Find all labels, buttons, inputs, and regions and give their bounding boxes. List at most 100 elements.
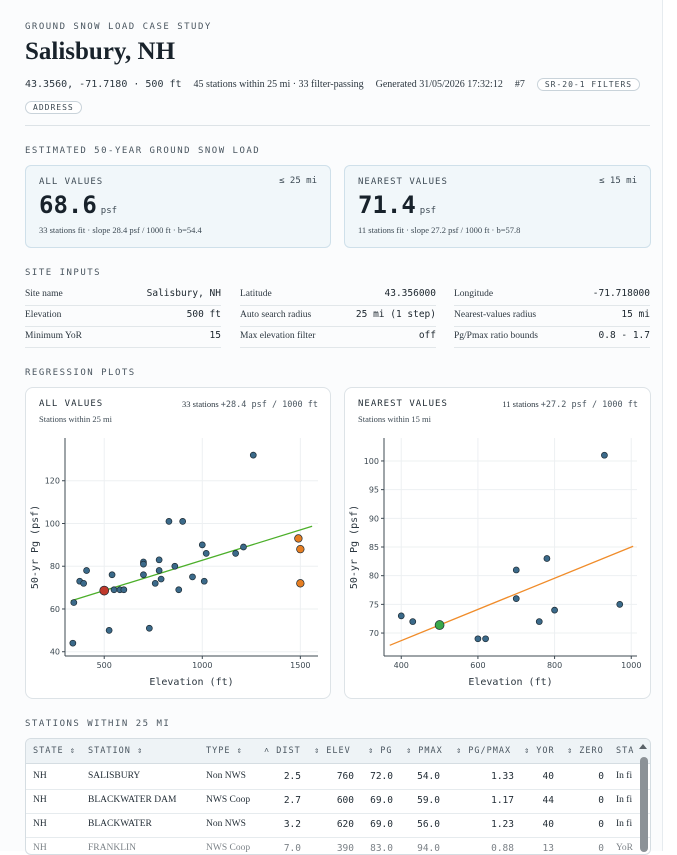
nearest-fit-line: [389, 545, 634, 646]
all-y-tick-label: 120: [45, 477, 60, 486]
cell-pmax: 56.0: [417, 819, 440, 830]
plot-nearest-title: NEAREST VALUES: [358, 399, 448, 409]
nearest-station-point: [397, 612, 405, 620]
column-header-dist[interactable]: ˄ DIST: [264, 746, 301, 756]
all-x-tick-label: 1000: [192, 661, 212, 670]
column-header-type[interactable]: TYPE ⇕: [206, 746, 243, 756]
cell-pg-pmax: 1.17: [491, 795, 514, 806]
plot-all-slope: +28.4 psf / 1000 ft: [220, 400, 318, 410]
all-station-point: [151, 579, 159, 587]
section-title-estimate: ESTIMATED 50-YEAR GROUND SNOW LOAD: [25, 146, 261, 156]
all-station-point: [157, 575, 165, 583]
nearest-station-point: [512, 566, 520, 574]
estimate-nearest-value: 71.4: [358, 191, 416, 219]
input-value: -71.718000: [592, 288, 650, 299]
column-header-pg-pmax[interactable]: ⇕ PG/PMAX: [456, 746, 512, 756]
cell-elev: 760: [336, 771, 354, 782]
column-header-pg[interactable]: ⇕ PG: [368, 746, 393, 756]
column-header-status[interactable]: STA: [616, 746, 635, 756]
filters-pill: SR-20-1 FILTERS: [536, 78, 641, 91]
cell-state: NH: [33, 843, 47, 853]
cell-elev: 600: [336, 795, 354, 806]
cell-state: NH: [33, 795, 47, 805]
input-latitude: Latitude 43.356000: [240, 284, 436, 306]
input-key: Elevation: [25, 310, 62, 320]
all-station-point: [175, 586, 183, 594]
cell-type: NWS Coop: [206, 795, 251, 805]
estimate-card-nearest: NEAREST VALUES ≤ 15 mi 71.4 psf 11 statio…: [344, 165, 651, 248]
estimate-all-label: ALL VALUES: [39, 177, 104, 187]
report-eyebrow: GROUND SNOW LOAD CASE STUDY: [25, 22, 212, 32]
all-station-point: [171, 562, 179, 570]
nearest-station-point: [474, 635, 482, 643]
input-value: Salisbury, NH: [146, 288, 221, 299]
nearest-station-point: [616, 601, 624, 608]
all-station-point: [110, 586, 118, 594]
cell-pg: 72.0: [370, 771, 393, 782]
cell-zero: 0: [598, 819, 604, 830]
cell-type: Non NWS: [206, 771, 246, 781]
column-header-state[interactable]: STATE ⇕: [33, 746, 76, 756]
all-y-tick-label: 100: [45, 519, 60, 528]
nearest-station-point: [409, 618, 417, 625]
input-value: 15: [209, 330, 221, 341]
nearest-x-tick-label: 400: [394, 661, 409, 670]
column-header-elev[interactable]: ⇕ ELEV: [314, 746, 351, 756]
all-station-point: [179, 518, 187, 525]
cell-dist: 2.5: [283, 771, 301, 782]
nearest-station-point: [601, 451, 608, 459]
column-header-zero[interactable]: ⇕ ZERO: [567, 746, 604, 756]
input-value: 43.356000: [384, 288, 436, 299]
cell-zero: 0: [598, 843, 604, 854]
estimate-all-radius: ≤ 25 mi: [279, 176, 317, 186]
cell-elev: 390: [336, 843, 354, 854]
section-title-plots: REGRESSION PLOTS: [25, 368, 136, 378]
table-row[interactable]: NH BLACKWATER DAM NWS Coop 2.7 600 69.0 …: [26, 789, 650, 814]
table-row[interactable]: NH FRANKLIN NWS Coop 7.0 390 83.0 94.0 0…: [26, 837, 650, 854]
plot-nearest-slope: +27.2 psf / 1000 ft: [540, 400, 638, 410]
site-coordinates: 43.3560, -71.7180 · 500 ft: [25, 79, 182, 90]
cell-pg: 69.0: [370, 819, 393, 830]
plot-card-all: 40 60 80 100 120 500 1000 1500 Elevation (ft) 50-…: [25, 387, 331, 699]
nearest-y-tick-label: 90: [369, 514, 379, 523]
table-scrollbar[interactable]: [640, 757, 648, 852]
table-row[interactable]: NH BLACKWATER Non NWS 3.2 620 69.0 56.0 …: [26, 813, 650, 838]
plot-nearest-subtitle: Stations within 15 mi: [358, 414, 431, 424]
cell-pg-pmax: 1.23: [491, 819, 514, 830]
column-header-yor[interactable]: ⇕ YOR: [524, 746, 555, 756]
plot-all-count: 33: [182, 399, 191, 409]
cell-status: In fi: [616, 771, 633, 781]
column-header-station[interactable]: STATION ⇕: [88, 746, 144, 756]
all-station-point: [140, 571, 147, 579]
nearest-x-tick-label: 800: [547, 661, 562, 670]
plot-nearest-count: 11: [502, 399, 511, 409]
plot-card-nearest: 70 75 80 85 90 95 100 400 600 800 1000 Elevation (f…: [344, 387, 651, 699]
scroll-up-arrow-icon[interactable]: [639, 744, 647, 749]
estimate-nearest-radius: ≤ 15 mi: [599, 176, 637, 186]
column-header-pmax[interactable]: ⇕ PMAX: [406, 746, 443, 756]
table-row[interactable]: NH SALISBURY Non NWS 2.5 760 72.0 54.0 1…: [26, 765, 650, 790]
all-y-axis-label: 50-yr Pg (psf): [30, 505, 41, 589]
cell-zero: 0: [598, 771, 604, 782]
estimate-card-all: ALL VALUES ≤ 25 mi 68.6 psf 33 stations f…: [25, 165, 331, 248]
cell-type: NWS Coop: [206, 843, 251, 853]
header-meta: 43.3560, -71.7180 · 500 ft 45 stations w…: [25, 78, 641, 91]
input-nearest-radius: Nearest-values radius 15 mi: [454, 305, 650, 327]
nearest-station-point: [551, 606, 558, 614]
all-x-tick-label: 1500: [290, 661, 310, 670]
all-station-point: [155, 567, 163, 574]
input-key: Auto search radius: [240, 310, 312, 320]
input-max-elevation-filter: Max elevation filter off: [240, 326, 436, 348]
all-station-point: [189, 573, 196, 581]
nearest-station-point: [512, 595, 520, 602]
nearest-y-axis-label: 50-yr Pg (psf): [349, 505, 360, 589]
plot-nearest-count-label: stations: [512, 399, 539, 409]
cell-status: In fi: [616, 795, 633, 805]
all-y-tick-label: 80: [50, 562, 60, 571]
all-station-point: [108, 571, 116, 579]
cell-pg-pmax: 0.88: [491, 843, 514, 854]
estimate-all-value-row: 68.6 psf: [39, 191, 117, 219]
estimate-nearest-details: 11 stations fit · slope 27.2 psf / 1000 …: [358, 225, 521, 235]
section-title-inputs: SITE INPUTS: [25, 268, 102, 278]
input-auto-search-radius: Auto search radius 25 mi (1 step): [240, 305, 436, 327]
